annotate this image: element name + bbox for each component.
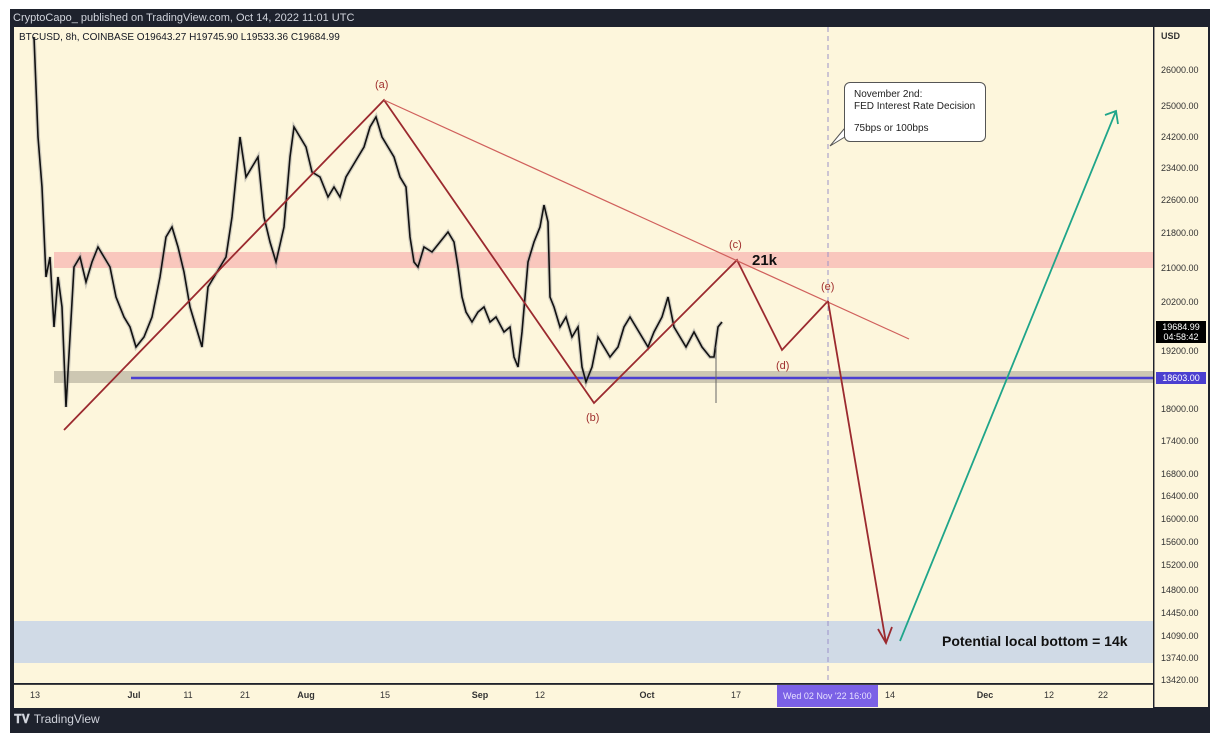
price-axis[interactable]: USD 26000.00 25000.00 24200.00 23400.00 … [1154, 27, 1208, 707]
time-tick: Sep [471, 690, 489, 700]
time-tick: Jul [127, 690, 141, 700]
target-zone [14, 621, 1153, 663]
time-tick: 11 [183, 690, 193, 700]
price-tick: 16800.00 [1161, 469, 1199, 479]
price-tick: 15600.00 [1161, 537, 1199, 547]
time-tick: 17 [730, 690, 742, 700]
price-tick: 21800.00 [1161, 228, 1199, 238]
price-tick: 17400.00 [1161, 436, 1199, 446]
crosshair-date-badge: Wed 02 Nov '22 16:00 [777, 685, 878, 707]
wave-label-d: (d) [776, 360, 790, 372]
time-axis[interactable]: 13 Jul 11 21 Aug 15 Sep 12 Oct 17 Wed 02… [14, 684, 1153, 708]
price-tick: 24200.00 [1161, 132, 1199, 142]
resistance-zone [54, 252, 1153, 268]
time-tick: 21 [239, 690, 251, 700]
symbol-legend: BTCUSD, 8h, COINBASE O19643.27 H19745.90… [19, 32, 340, 43]
price-tick: 13740.00 [1161, 653, 1199, 663]
price-tick: 18000.00 [1161, 404, 1199, 414]
trend-line[interactable] [383, 99, 910, 340]
published-info: CryptoCapo_ published on TradingView.com… [13, 12, 355, 24]
price-tick: 25000.00 [1161, 101, 1199, 111]
callout-line-1: November 2nd: [854, 89, 923, 100]
wave-label-a: (a) [375, 79, 389, 91]
currency-label: USD [1161, 31, 1181, 41]
wave-label-c: (c) [729, 239, 742, 251]
time-tick: Oct [639, 690, 655, 700]
price-tick: 16000.00 [1161, 514, 1199, 524]
wave-pattern[interactable] [63, 98, 829, 431]
callout-line-3: 75bps or 100bps [854, 123, 929, 134]
time-tick: 14 [884, 690, 896, 700]
price-tick: 16400.00 [1161, 491, 1199, 501]
price-tick: 14800.00 [1161, 585, 1199, 595]
price-tick: 14450.00 [1161, 608, 1199, 618]
time-tick: 12 [534, 690, 546, 700]
price-tick: 19200.00 [1161, 346, 1199, 356]
time-tick: 12 [1043, 690, 1055, 700]
footer-brand[interactable]: 𝐓𝐕 TradingView [14, 708, 100, 730]
price-tick: 15200.00 [1161, 560, 1199, 570]
price-tick: 21000.00 [1161, 263, 1199, 273]
last-price: 19684.99 [1162, 322, 1200, 332]
fed-callout[interactable]: November 2nd: FED Interest Rate Decision… [844, 82, 986, 142]
price-tick: 20200.00 [1161, 297, 1199, 307]
bear-projection-arrow[interactable] [827, 300, 887, 644]
time-tick: Aug [297, 690, 315, 700]
price-tick: 23400.00 [1161, 163, 1199, 173]
resistance-label: 21k [752, 252, 778, 269]
time-tick: Dec [976, 690, 994, 700]
wave-label-b: (b) [586, 412, 600, 424]
price-tick: 26000.00 [1161, 65, 1199, 75]
price-tick: 13420.00 [1161, 675, 1199, 685]
callout-line-2: FED Interest Rate Decision [854, 101, 976, 112]
support-level-badge: 18603.00 [1156, 372, 1206, 384]
target-label: Potential local bottom = 14k [942, 633, 1128, 649]
wave-label-e: (e) [821, 281, 835, 293]
time-tick: 22 [1097, 690, 1109, 700]
price-tick: 14090.00 [1161, 631, 1199, 641]
chart-pane[interactable]: BTCUSD, 8h, COINBASE O19643.27 H19745.90… [14, 27, 1153, 683]
bar-countdown: 04:58:42 [1163, 332, 1199, 342]
chart-drawing [14, 27, 1153, 683]
bull-projection-arrow[interactable] [899, 110, 1117, 642]
price-tick: 22600.00 [1161, 195, 1199, 205]
time-tick: 15 [379, 690, 391, 700]
tradingview-logo-icon: 𝐓𝐕 [14, 712, 30, 726]
last-price-badge: 19684.99 04:58:42 [1156, 321, 1206, 343]
time-tick: 13 [29, 690, 41, 700]
brand-name: TradingView [33, 712, 100, 726]
